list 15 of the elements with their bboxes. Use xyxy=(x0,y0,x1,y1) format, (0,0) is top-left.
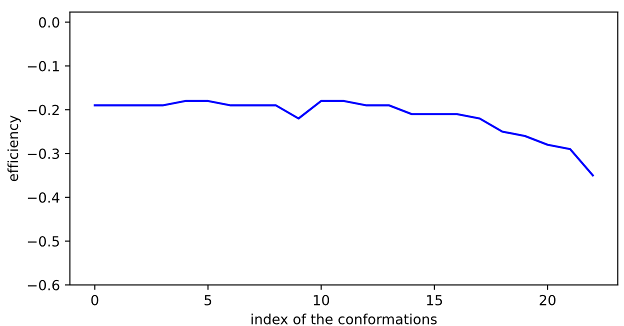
x-tick-label: 10 xyxy=(314,294,330,306)
y-tick-label: −0.1 xyxy=(28,60,59,72)
x-tick-label: 15 xyxy=(427,295,442,306)
y-tick-label: −0.4 xyxy=(28,192,60,203)
y-axis-title: efficiency xyxy=(7,115,21,182)
y-tick-label: −0.6 xyxy=(28,280,60,290)
y-tick-label: −0.5 xyxy=(28,236,59,247)
y-tick-label: −0.3 xyxy=(28,148,60,160)
line-series xyxy=(94,100,594,176)
y-tick-label: 0.0 xyxy=(38,17,60,28)
x-tick-label: 5 xyxy=(204,295,212,306)
x-axis-title: index of the conformations xyxy=(252,314,437,324)
x-tick-label: 0 xyxy=(91,294,98,306)
x-tick-label: 20 xyxy=(540,294,556,306)
y-tick-label: −0.2 xyxy=(28,104,59,116)
